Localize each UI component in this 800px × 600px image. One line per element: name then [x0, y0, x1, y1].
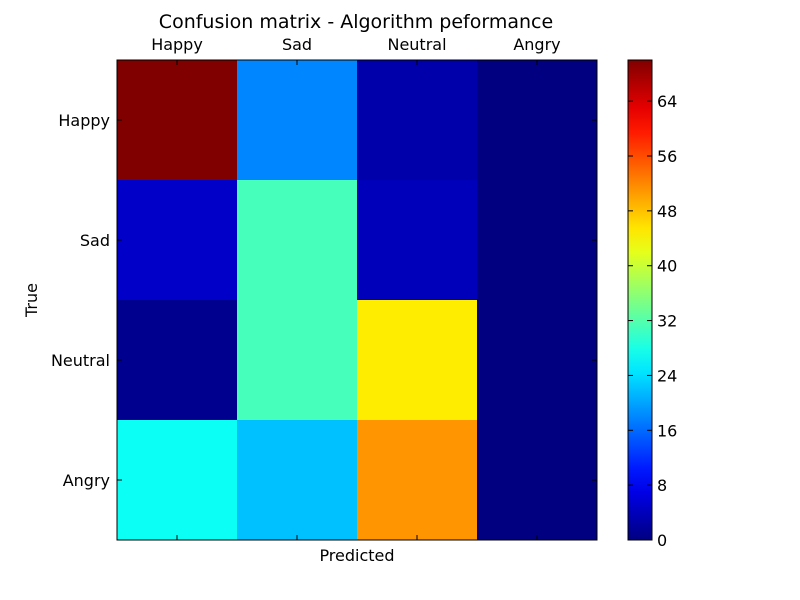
plot-frame — [116, 59, 598, 541]
colorbar-tick-label: 0 — [657, 531, 667, 550]
chart-title: Confusion matrix - Algorithm peformance — [159, 11, 553, 33]
y-axis-label: True — [22, 283, 41, 318]
heatmap-cell — [237, 180, 358, 301]
heatmap-cell — [237, 420, 358, 541]
heatmap-cell — [357, 180, 478, 301]
x-tick-label: Neutral — [387, 35, 446, 54]
heatmap-cell — [357, 420, 478, 541]
heatmap-cell — [357, 300, 478, 421]
heatmap-cells — [117, 60, 598, 541]
y-tick-label: Happy — [58, 111, 110, 130]
axis-ticks — [117, 60, 597, 540]
heatmap-cell — [117, 60, 238, 181]
y-tick-labels: Happy Sad Neutral Angry — [51, 111, 110, 490]
x-tick-label: Sad — [282, 35, 312, 54]
colorbar-tick-label: 24 — [657, 366, 677, 385]
x-axis-label: Predicted — [319, 546, 394, 565]
heatmap-cell — [117, 180, 238, 301]
y-tick-label: Angry — [63, 471, 110, 490]
x-tick-label: Happy — [151, 35, 203, 54]
heatmap-cell — [117, 420, 238, 541]
heatmap-cell — [117, 300, 238, 421]
colorbar-tick-label: 56 — [657, 147, 677, 166]
heatmap-cell — [477, 300, 598, 421]
heatmap-cell — [477, 420, 598, 541]
heatmap-cell — [477, 60, 598, 181]
x-tick-labels: Happy Sad Neutral Angry — [151, 35, 560, 54]
colorbar-tick-label: 48 — [657, 202, 677, 221]
y-tick-label: Neutral — [51, 351, 110, 370]
colorbar-ticks: 0 8 16 24 32 40 48 56 64 — [628, 92, 677, 550]
heatmap-cell — [477, 180, 598, 301]
heatmap-cell — [357, 60, 478, 181]
heatmap-cell — [237, 60, 358, 181]
x-tick-label: Angry — [513, 35, 560, 54]
colorbar-tick-label: 64 — [657, 92, 677, 111]
colorbar-tick-label: 40 — [657, 257, 677, 276]
colorbar-tick-label: 16 — [657, 421, 677, 440]
colorbar-tick-label: 32 — [657, 312, 677, 331]
y-tick-label: Sad — [80, 231, 110, 250]
colorbar — [627, 59, 653, 541]
colorbar-tick-label: 8 — [657, 476, 667, 495]
heatmap-cell — [237, 300, 358, 421]
